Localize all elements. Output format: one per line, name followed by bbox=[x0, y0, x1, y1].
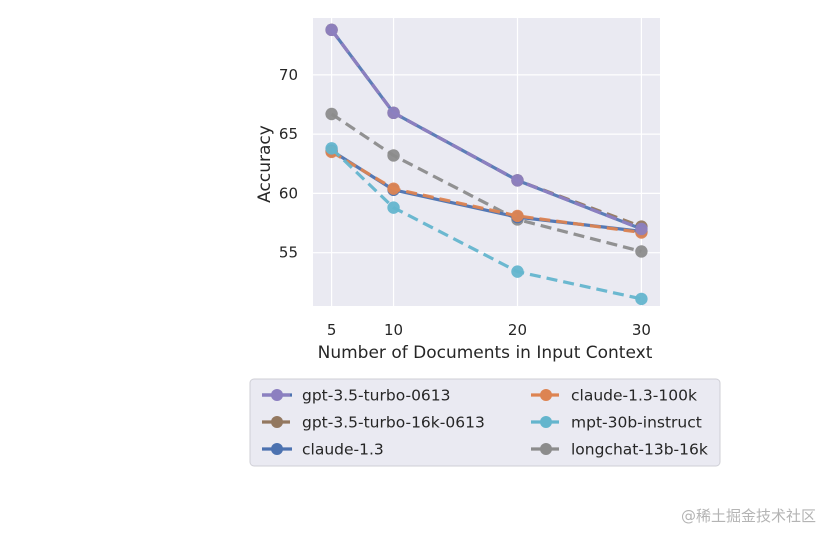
y-tick-label: 70 bbox=[279, 66, 298, 84]
grid-lines bbox=[313, 18, 660, 306]
y-tick-label: 65 bbox=[279, 125, 298, 143]
x-tick-label: 30 bbox=[632, 321, 651, 339]
legend-marker bbox=[540, 416, 552, 428]
data-point bbox=[511, 174, 524, 187]
y-tick-label: 60 bbox=[279, 184, 298, 202]
legend-item: claude-1.3 bbox=[262, 441, 384, 459]
legend-marker bbox=[271, 389, 283, 401]
data-point bbox=[387, 201, 400, 214]
data-point bbox=[387, 106, 400, 120]
x-tick-labels: 5 10 20 30 bbox=[327, 321, 651, 339]
data-point bbox=[635, 245, 648, 258]
legend-item: gpt-3.5-turbo-16k-0613 bbox=[262, 414, 485, 432]
legend-label: longchat-13b-16k bbox=[571, 441, 708, 459]
x-tick-label: 5 bbox=[327, 321, 337, 339]
legend-label: mpt-30b-instruct bbox=[571, 414, 702, 432]
legend-box bbox=[249, 378, 721, 467]
legend-label: gpt-3.5-turbo-0613 bbox=[302, 387, 451, 405]
series-layer bbox=[325, 23, 648, 306]
x-tick-label: 10 bbox=[384, 321, 403, 339]
data-point bbox=[635, 222, 648, 236]
legend: gpt-3.5-turbo-0613 gpt-3.5-turbo-16k-0613… bbox=[249, 378, 721, 467]
data-point bbox=[325, 142, 338, 155]
legend-item: longchat-13b-16k bbox=[531, 441, 708, 459]
x-axis-label: Number of Documents in Input Context bbox=[318, 343, 653, 363]
series-line bbox=[330, 112, 642, 254]
y-tick-labels: 55 60 65 70 bbox=[279, 66, 298, 262]
data-point bbox=[511, 265, 524, 278]
data-point bbox=[387, 149, 400, 162]
legend-item: mpt-30b-instruct bbox=[531, 414, 702, 432]
watermark: @稀土掘金技术社区 bbox=[680, 507, 816, 525]
legend-marker bbox=[271, 443, 283, 455]
data-point bbox=[635, 292, 648, 306]
data-point bbox=[325, 107, 338, 121]
series-gpt-3.5-turbo-0613 bbox=[325, 23, 648, 236]
legend-label: claude-1.3 bbox=[302, 441, 384, 459]
series-line bbox=[330, 147, 642, 301]
series-mpt-30b-instruct bbox=[325, 142, 648, 306]
x-tick-label: 20 bbox=[508, 321, 527, 339]
legend-item: gpt-3.5-turbo-0613 bbox=[262, 387, 451, 405]
legend-label: claude-1.3-100k bbox=[571, 387, 697, 405]
legend-marker bbox=[271, 416, 283, 428]
legend-item: claude-1.3-100k bbox=[531, 387, 697, 405]
y-tick-label: 55 bbox=[279, 244, 298, 262]
y-axis-label: Accuracy bbox=[255, 125, 275, 203]
data-point bbox=[387, 182, 400, 195]
data-point bbox=[325, 23, 338, 37]
legend-marker bbox=[540, 443, 552, 455]
legend-label: gpt-3.5-turbo-16k-0613 bbox=[302, 414, 485, 432]
legend-marker bbox=[540, 389, 552, 401]
series-line-dash bbox=[330, 28, 642, 231]
series-line bbox=[330, 150, 642, 235]
data-point bbox=[511, 209, 524, 223]
